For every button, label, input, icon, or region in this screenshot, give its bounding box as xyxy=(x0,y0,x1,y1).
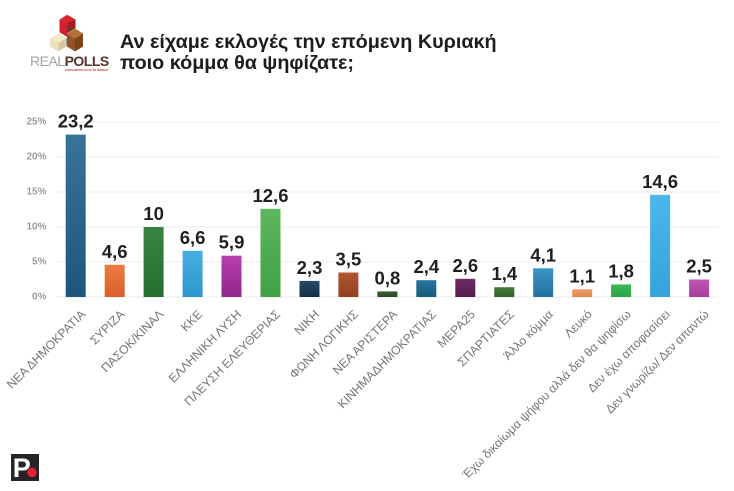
svg-text:ΚΚΕ: ΚΚΕ xyxy=(178,307,205,334)
svg-text:ΝΕΑ ΔΗΜΟΚΡΑΤΙΑ: ΝΕΑ ΔΗΜΟΚΡΑΤΙΑ xyxy=(4,307,89,392)
svg-text:20%: 20% xyxy=(26,152,46,163)
svg-text:Λευκό: Λευκό xyxy=(562,307,595,340)
svg-text:10: 10 xyxy=(143,203,164,224)
svg-text:25%: 25% xyxy=(26,117,46,128)
svg-text:ΝΙΚΗ: ΝΙΚΗ xyxy=(292,307,322,337)
svg-text:0%: 0% xyxy=(32,292,47,303)
svg-text:10%: 10% xyxy=(26,222,46,233)
svg-text:1,1: 1,1 xyxy=(569,265,595,286)
svg-text:15%: 15% xyxy=(26,187,46,198)
svg-text:2,3: 2,3 xyxy=(297,257,323,278)
svg-text:P: P xyxy=(13,454,31,481)
svg-text:5%: 5% xyxy=(32,257,47,268)
svg-text:ΦΩΝΗ ΛΟΓΙΚΗΣ: ΦΩΝΗ ΛΟΓΙΚΗΣ xyxy=(287,307,362,382)
svg-text:0,8: 0,8 xyxy=(375,267,401,288)
svg-text:1,8: 1,8 xyxy=(608,260,634,281)
svg-text:6,6: 6,6 xyxy=(180,227,206,248)
svg-text:5,9: 5,9 xyxy=(219,232,245,253)
svg-text:2,5: 2,5 xyxy=(686,256,712,277)
svg-text:4,1: 4,1 xyxy=(530,244,556,265)
svg-text:12,6: 12,6 xyxy=(252,185,288,206)
svg-text:23,2: 23,2 xyxy=(58,111,94,132)
svg-text:14,6: 14,6 xyxy=(642,171,678,192)
svg-text:ΕΛΛΗΝΙΚΗ ΛΥΣΗ: ΕΛΛΗΝΙΚΗ ΛΥΣΗ xyxy=(166,307,244,385)
svg-text:4,6: 4,6 xyxy=(102,241,128,262)
svg-text:2,4: 2,4 xyxy=(413,256,439,277)
svg-text:1,4: 1,4 xyxy=(491,263,517,284)
svg-text:2,6: 2,6 xyxy=(452,255,478,276)
svg-text:3,5: 3,5 xyxy=(336,249,362,270)
